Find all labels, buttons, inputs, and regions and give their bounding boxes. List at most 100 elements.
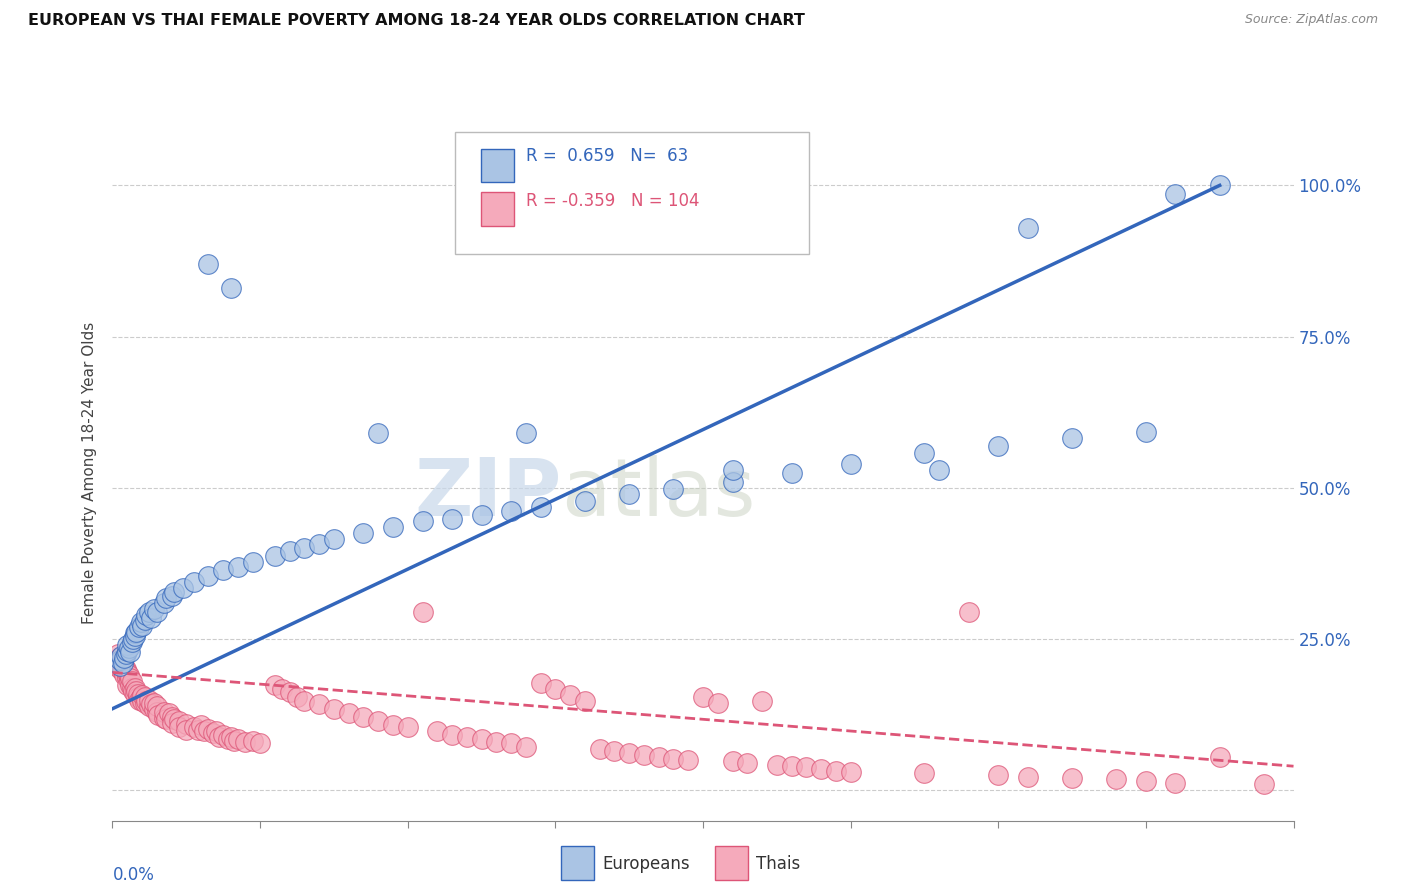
Point [134, 613, 156, 627]
Point [308, 536, 330, 550]
Point [146, 698, 169, 713]
Point [129, 615, 152, 630]
Point [124, 626, 146, 640]
Text: atlas: atlas [561, 455, 755, 533]
Point [110, 649, 132, 664]
Point [167, 714, 190, 728]
Point [411, 514, 433, 528]
Point [367, 714, 389, 728]
Point [456, 730, 478, 744]
Point [135, 607, 157, 622]
Point [470, 731, 494, 746]
Text: Europeans: Europeans [603, 855, 690, 872]
Point [382, 520, 405, 534]
Point [153, 705, 176, 719]
Point [183, 720, 205, 734]
Point [242, 733, 264, 747]
Point [914, 446, 936, 460]
Point [323, 533, 346, 547]
Point [1105, 772, 1128, 787]
Text: R = -0.359   N = 104: R = -0.359 N = 104 [526, 193, 699, 211]
Point [118, 641, 141, 656]
Point [810, 762, 832, 776]
Point [824, 764, 846, 778]
FancyBboxPatch shape [481, 193, 515, 226]
FancyBboxPatch shape [481, 149, 515, 182]
Point [780, 759, 803, 773]
Point [574, 494, 596, 508]
Point [470, 508, 494, 522]
Point [174, 723, 197, 737]
Point [205, 724, 228, 739]
Point [233, 735, 256, 749]
Point [124, 687, 146, 701]
Point [242, 555, 264, 569]
Point [120, 677, 142, 691]
Point [678, 753, 700, 767]
Point [142, 702, 165, 716]
Point [172, 581, 194, 595]
Point [114, 647, 136, 661]
Point [501, 504, 523, 518]
Y-axis label: Female Poverty Among 18-24 Year Olds: Female Poverty Among 18-24 Year Olds [82, 322, 97, 624]
Point [128, 692, 150, 706]
Text: ZIP: ZIP [413, 455, 561, 533]
Point [441, 728, 464, 742]
Point [1164, 187, 1187, 202]
Point [187, 723, 209, 737]
Point [139, 698, 162, 712]
Point [163, 585, 186, 599]
Point [558, 688, 582, 702]
Point [1208, 178, 1232, 193]
Point [603, 744, 626, 758]
Point [197, 568, 219, 582]
Point [139, 611, 162, 625]
Point [619, 746, 641, 760]
Point [117, 638, 138, 652]
Point [692, 690, 714, 704]
Point [117, 665, 138, 680]
Point [1062, 431, 1084, 445]
Point [120, 672, 142, 686]
Point [515, 426, 537, 441]
Point [131, 619, 153, 633]
Point [337, 706, 360, 720]
Point [212, 728, 235, 742]
Point [367, 426, 389, 441]
Point [796, 760, 818, 774]
Point [264, 677, 287, 691]
Point [127, 687, 149, 701]
Point [766, 758, 789, 772]
Point [134, 690, 156, 704]
Point [201, 726, 224, 740]
Point [485, 735, 508, 749]
Point [111, 657, 134, 671]
Point [108, 662, 131, 676]
Point [108, 657, 131, 671]
Point [619, 487, 641, 501]
Point [352, 526, 374, 541]
Point [183, 574, 205, 589]
Point [120, 645, 142, 659]
Point [197, 257, 219, 271]
Point [219, 281, 242, 295]
Point [146, 605, 169, 619]
Point [264, 549, 287, 563]
Point [148, 707, 170, 722]
Point [134, 696, 156, 710]
Point [1062, 772, 1084, 786]
Point [411, 605, 433, 619]
Point [662, 752, 685, 766]
Point [633, 748, 655, 763]
Point [662, 482, 685, 496]
Point [1135, 774, 1157, 789]
Point [131, 694, 153, 708]
Point [117, 677, 138, 691]
Point [987, 438, 1010, 452]
Point [114, 665, 136, 680]
Point [193, 724, 215, 739]
Point [839, 457, 862, 471]
Point [174, 716, 197, 731]
Point [125, 624, 148, 639]
Point [108, 659, 131, 673]
